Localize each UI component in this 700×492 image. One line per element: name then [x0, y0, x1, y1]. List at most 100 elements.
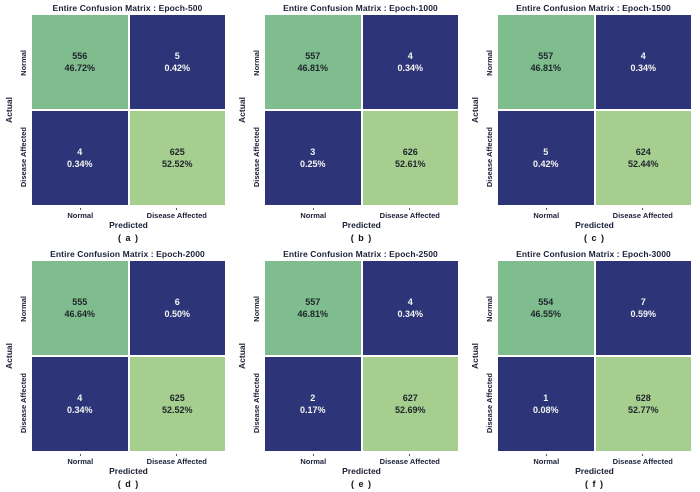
cell-false-normal: 3 0.25% — [265, 111, 361, 205]
cell-percent: 46.81% — [297, 63, 329, 73]
confusion-matrix: 557 46.81% 4 0.34% 3 0.25% 626 52.61% — [265, 15, 458, 205]
x-tick-normal: Normal — [32, 205, 129, 220]
panel-title: Entire Confusion Matrix : Epoch-1500 — [516, 3, 671, 13]
cell-count: 626 — [402, 147, 418, 157]
cell-true-normal: 556 46.72% — [32, 15, 128, 109]
cell-percent: 52.69% — [394, 405, 426, 415]
y-tick-normal: Normal — [19, 295, 28, 322]
x-tick-disease-affected: Disease Affected — [362, 451, 459, 466]
cell-percent: 0.34% — [66, 159, 93, 169]
cell-percent: 0.34% — [397, 309, 424, 319]
cell-true-disease: 625 52.52% — [129, 111, 225, 205]
confusion-matrix-panel-a: Entire Confusion Matrix : Epoch-500 Actu… — [0, 0, 233, 246]
cell-percent: 52.61% — [394, 159, 426, 169]
cell-percent: 0.34% — [397, 63, 424, 73]
panel-caption: ( f ) — [585, 479, 604, 489]
panel-caption: ( d ) — [117, 479, 140, 489]
cell-count: 7 — [640, 297, 646, 307]
cell-percent: 0.59% — [630, 309, 657, 319]
panel-caption: ( b ) — [350, 233, 373, 243]
cell-percent: 52.44% — [627, 159, 659, 169]
x-axis-label: Predicted — [342, 220, 381, 230]
cell-percent: 0.17% — [299, 405, 326, 415]
cell-count: 2 — [310, 393, 316, 403]
cell-percent: 52.52% — [161, 405, 193, 415]
panel-caption: ( a ) — [117, 233, 139, 243]
y-axis-label: Actual — [236, 97, 247, 123]
cell-percent: 0.50% — [164, 309, 191, 319]
x-tick-normal: Normal — [498, 205, 595, 220]
cell-percent: 52.52% — [161, 159, 193, 169]
cell-false-normal: 4 0.34% — [32, 357, 128, 451]
cell-false-normal: 1 0.08% — [498, 357, 594, 451]
cell-count: 554 — [538, 297, 554, 307]
confusion-matrix: 557 46.81% 4 0.34% 2 0.17% 627 52.69% — [265, 261, 458, 451]
x-axis-label: Predicted — [109, 466, 148, 476]
cell-false-disease: 6 0.50% — [129, 261, 225, 355]
confusion-matrix-panel-b: Entire Confusion Matrix : Epoch-1000 Act… — [233, 0, 466, 246]
panel-caption: ( c ) — [583, 233, 605, 243]
confusion-matrix-panel-e: Entire Confusion Matrix : Epoch-2500 Act… — [233, 246, 466, 492]
cell-true-normal: 557 46.81% — [265, 15, 361, 109]
cell-percent: 0.42% — [532, 159, 559, 169]
panel-title: Entire Confusion Matrix : Epoch-2500 — [283, 249, 438, 259]
panel-title: Entire Confusion Matrix : Epoch-3000 — [516, 249, 671, 259]
cell-true-disease: 624 52.44% — [595, 111, 691, 205]
y-axis-label: Actual — [469, 97, 480, 123]
cell-count: 4 — [407, 297, 413, 307]
cell-percent: 46.55% — [530, 309, 562, 319]
cell-count: 5 — [174, 51, 180, 61]
x-tick-normal: Normal — [498, 451, 595, 466]
x-tick-normal: Normal — [32, 451, 129, 466]
cell-percent: 0.34% — [66, 405, 93, 415]
cell-count: 4 — [77, 147, 83, 157]
confusion-matrix: 554 46.55% 7 0.59% 1 0.08% 628 52.77% — [498, 261, 691, 451]
y-tick-normal: Normal — [485, 295, 494, 322]
cell-true-disease: 625 52.52% — [129, 357, 225, 451]
y-tick-disease-affected: Disease Affected — [252, 127, 261, 188]
panel-title: Entire Confusion Matrix : Epoch-1000 — [283, 3, 438, 13]
cell-percent: 0.42% — [164, 63, 191, 73]
cell-percent: 52.77% — [627, 405, 659, 415]
confusion-matrix-panel-f: Entire Confusion Matrix : Epoch-3000 Act… — [466, 246, 699, 492]
panel-caption: ( e ) — [350, 479, 372, 489]
cell-percent: 0.25% — [299, 159, 326, 169]
confusion-matrix: 555 46.64% 6 0.50% 4 0.34% 625 52.52% — [32, 261, 225, 451]
x-tick-normal: Normal — [265, 451, 362, 466]
cell-percent: 46.64% — [64, 309, 96, 319]
panel-title: Entire Confusion Matrix : Epoch-2000 — [50, 249, 205, 259]
cell-count: 557 — [538, 51, 554, 61]
cell-count: 625 — [169, 393, 185, 403]
x-axis-label: Predicted — [575, 220, 614, 230]
cell-true-disease: 628 52.77% — [595, 357, 691, 451]
x-tick-disease-affected: Disease Affected — [129, 205, 226, 220]
cell-count: 557 — [305, 297, 321, 307]
cell-false-disease: 7 0.59% — [595, 261, 691, 355]
cell-true-normal: 557 46.81% — [265, 261, 361, 355]
cell-true-normal: 554 46.55% — [498, 261, 594, 355]
y-tick-normal: Normal — [252, 295, 261, 322]
y-axis-label: Actual — [3, 97, 14, 123]
cell-count: 4 — [77, 393, 83, 403]
cell-count: 4 — [640, 51, 646, 61]
x-tick-disease-affected: Disease Affected — [595, 205, 692, 220]
confusion-matrix-panel-c: Entire Confusion Matrix : Epoch-1500 Act… — [466, 0, 699, 246]
x-axis-label: Predicted — [342, 466, 381, 476]
x-tick-disease-affected: Disease Affected — [129, 451, 226, 466]
x-axis-label: Predicted — [109, 220, 148, 230]
y-tick-disease-affected: Disease Affected — [485, 127, 494, 188]
confusion-matrix-panel-d: Entire Confusion Matrix : Epoch-2000 Act… — [0, 246, 233, 492]
cell-percent: 46.72% — [64, 63, 96, 73]
confusion-matrix: 557 46.81% 4 0.34% 5 0.42% 624 52.44% — [498, 15, 691, 205]
y-tick-normal: Normal — [485, 49, 494, 76]
cell-percent: 0.34% — [630, 63, 657, 73]
cell-percent: 0.08% — [532, 405, 559, 415]
cell-count: 557 — [305, 51, 321, 61]
cell-count: 6 — [174, 297, 180, 307]
cell-false-normal: 4 0.34% — [32, 111, 128, 205]
y-tick-normal: Normal — [252, 49, 261, 76]
cell-false-normal: 5 0.42% — [498, 111, 594, 205]
cell-false-disease: 4 0.34% — [362, 261, 458, 355]
cell-count: 628 — [635, 393, 651, 403]
